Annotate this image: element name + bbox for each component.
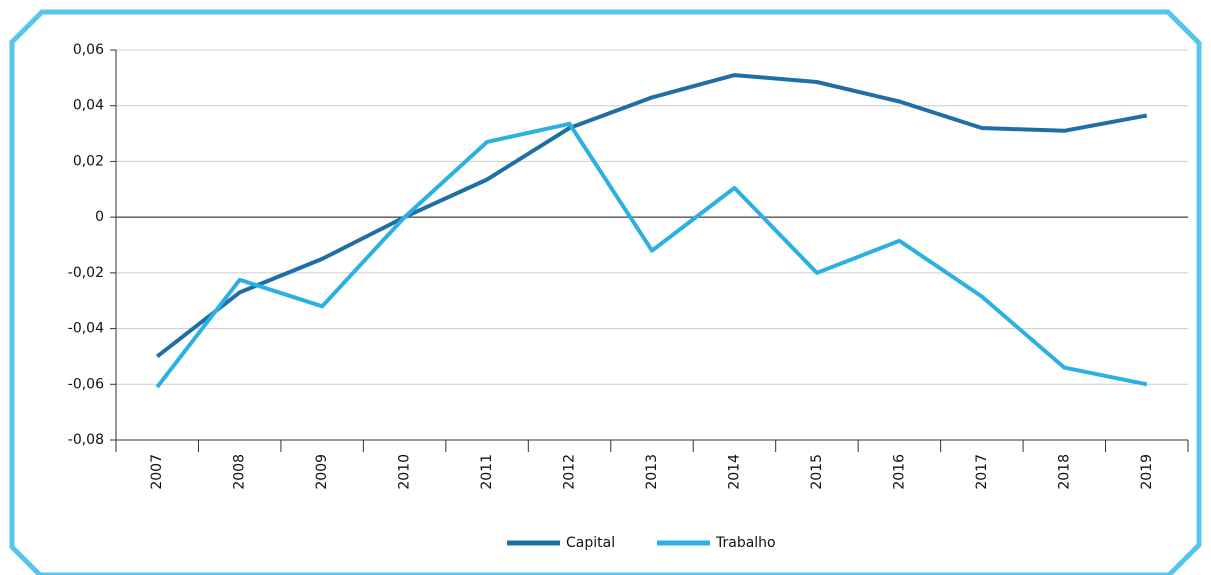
legend-label: Trabalho [715, 535, 776, 551]
x-tick-label: 2016 [891, 454, 907, 490]
line-series [155, 121, 1148, 389]
y-tick-label: -0,08 [68, 432, 104, 448]
x-tick-label: 2019 [1139, 454, 1155, 490]
x-tick-label: 2013 [644, 454, 660, 490]
frame [9, 9, 1202, 575]
y-tick-label: -0,04 [68, 321, 104, 337]
line-series [155, 73, 1148, 358]
y-tick-label: 0,04 [73, 98, 104, 114]
x-tick-label: 2014 [726, 454, 742, 490]
x-tick-label: 2007 [149, 454, 165, 490]
x-tick-label: 2008 [232, 454, 248, 490]
legend-label: Capital [566, 535, 615, 551]
y-tick-label: -0,02 [68, 265, 104, 281]
y-tick-label: 0,06 [73, 42, 104, 58]
y-tick-label: -0,06 [68, 376, 104, 392]
y-tick-label: 0 [95, 209, 104, 225]
x-tick-label: 2010 [397, 454, 413, 490]
x-tick-label: 2015 [809, 454, 825, 490]
x-tick-label: 2009 [314, 454, 330, 490]
x-tick-label: 2011 [479, 454, 495, 490]
x-tick-label: 2017 [974, 454, 990, 490]
x-tick-label: 2018 [1056, 454, 1072, 490]
y-tick-label: 0,02 [73, 153, 104, 169]
x-tick-label: 2012 [562, 454, 578, 490]
